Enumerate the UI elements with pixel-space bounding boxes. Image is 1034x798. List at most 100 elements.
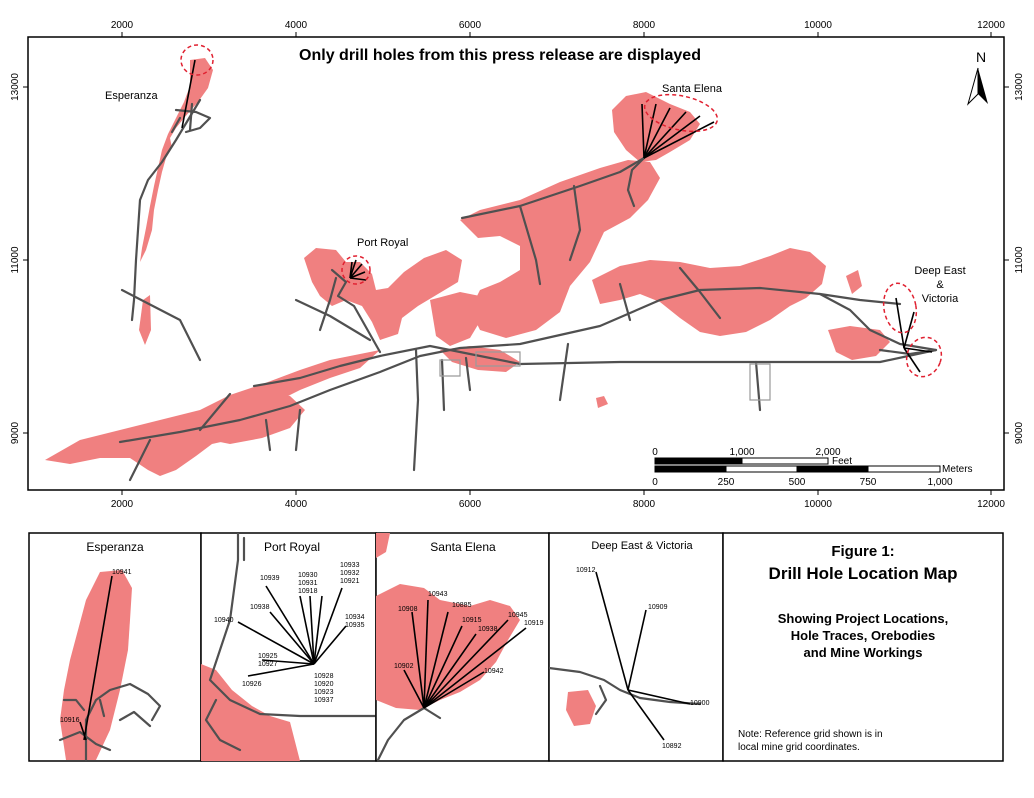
x-tick-bottom-1: 2000	[111, 499, 134, 510]
scale-feet-1000: 1,000	[729, 447, 754, 458]
trace-esperanza	[181, 59, 196, 129]
hole-label: 10925	[258, 653, 278, 660]
x-tick-top-5: 10000	[804, 20, 832, 31]
label-victoria: Victoria	[922, 293, 959, 305]
hole-label: 10892	[662, 743, 682, 750]
figure-subtitle-1: Showing Project Locations,	[778, 611, 948, 626]
label-deep-east: Deep East	[914, 265, 965, 277]
north-label: N	[976, 49, 986, 65]
y-tick-right-1: 13000	[1014, 73, 1025, 101]
hole-label: 10938	[250, 604, 270, 611]
x-tick-bottom-3: 6000	[459, 499, 482, 510]
hole-label: 10937	[314, 697, 334, 704]
y-tick-right-2: 11000	[1014, 246, 1025, 274]
hole-label: 10934	[345, 614, 365, 621]
figure-note-1: Note: Reference grid shown is in	[738, 729, 883, 740]
figure-subtitle-2: Hole Traces, Orebodies	[791, 628, 936, 643]
panel-esperanza: Esperanza 10941 10916	[28, 532, 202, 762]
orebody-santa-elena	[612, 92, 700, 162]
y-tick-left-2: 11000	[10, 246, 21, 274]
workings-esperanza-cluster	[170, 102, 212, 134]
panel-port-royal: Port Royal 10939 10930 10931 10918 10933…	[200, 532, 377, 762]
highlight-outlines	[180, 44, 943, 378]
y-tick-right-3: 9000	[1014, 421, 1025, 444]
orebody-central	[460, 160, 660, 338]
main-map-traces	[181, 59, 933, 373]
x-tick-top-2: 4000	[285, 20, 308, 31]
x-tick-top-4: 8000	[633, 20, 656, 31]
hole-label: 10918	[298, 588, 318, 595]
scale-m-1000: 1,000	[927, 477, 952, 488]
highlight-esperanza	[180, 44, 214, 76]
hole-label: 10928	[314, 673, 334, 680]
orebody-port-royal	[304, 248, 462, 340]
figure-subtitle-3: and Mine Workings	[804, 645, 923, 660]
panel-esperanza-title: Esperanza	[86, 540, 144, 554]
hole-label: 10943	[428, 591, 448, 598]
highlight-santa-elena	[643, 93, 719, 133]
workings-main-decline	[118, 286, 902, 444]
label-santa-elena: Santa Elena	[662, 83, 723, 95]
figure-title: Drill Hole Location Map	[769, 564, 958, 583]
hole-label: 10941	[112, 569, 132, 576]
hole-label: 10932	[340, 570, 360, 577]
highlight-deep-east	[882, 282, 918, 334]
y-tick-left-3: 9000	[10, 421, 21, 444]
panel-santa-elena: Santa Elena 10943 10908 10885 10915 1094…	[375, 532, 550, 762]
hole-label: 10938	[478, 626, 498, 633]
label-ampersand: &	[936, 279, 944, 291]
scale-m-500: 500	[789, 477, 806, 488]
traces-deep-east	[895, 297, 933, 373]
x-tick-bottom-5: 10000	[804, 499, 832, 510]
y-tick-left-1: 13000	[10, 73, 21, 101]
orebody-east-3	[846, 270, 862, 294]
workings-main-level	[252, 344, 938, 388]
workings-northern-drift	[460, 156, 646, 220]
x-tick-bottom-2: 4000	[285, 499, 308, 510]
hole-label: 10885	[452, 602, 472, 609]
scale-m-250: 250	[718, 477, 735, 488]
orebody-east	[592, 248, 826, 336]
hole-label: 10909	[648, 604, 668, 611]
panel-port-royal-title: Port Royal	[264, 540, 320, 554]
x-tick-top-6: 12000	[977, 20, 1005, 31]
panel-deep-east: Deep East & Victoria 10912 10909 10900 1…	[548, 532, 724, 762]
scale-bar: 0 1,000 2,000 Feet Meters 0 250 500 750 …	[652, 447, 972, 488]
scale-feet-2000: 2,000	[815, 447, 840, 458]
mine-workings	[118, 98, 938, 482]
x-tick-marks	[23, 32, 1009, 495]
hole-label: 10921	[340, 578, 360, 585]
scale-m-0: 0	[652, 477, 658, 488]
hole-label: 10919	[524, 620, 544, 627]
orebody-esperanza-south	[139, 295, 151, 345]
hole-label: 10935	[345, 622, 365, 629]
panel-figure-info: Figure 1: Drill Hole Location Map Showin…	[722, 532, 1004, 762]
orebody-central-2	[430, 292, 482, 346]
figure-note-2: local mine grid coordinates.	[738, 742, 860, 753]
highlight-victoria	[905, 336, 943, 378]
hole-label: 10945	[508, 612, 528, 619]
scale-m-750: 750	[860, 477, 877, 488]
hole-label: 10940	[214, 617, 234, 624]
hole-label: 10927	[258, 661, 278, 668]
workings-port-royal	[294, 268, 382, 354]
x-tick-bottom-4: 8000	[633, 499, 656, 510]
hole-label: 10912	[576, 567, 596, 574]
hole-label: 10908	[398, 606, 418, 613]
orebody-esperanza	[140, 58, 213, 262]
workings-santa-elena-access	[626, 156, 646, 208]
hole-label: 10939	[260, 575, 280, 582]
hole-label: 10930	[298, 572, 318, 579]
scale-feet-0: 0	[652, 447, 658, 458]
x-tick-bottom-6: 12000	[977, 499, 1005, 510]
workings-northeast	[518, 184, 722, 322]
main-map-title: Only drill holes from this press release…	[299, 47, 701, 64]
hole-label: 10900	[690, 700, 710, 707]
hole-label: 10926	[242, 681, 262, 688]
workings-stopes	[439, 351, 771, 401]
workings-west-branch	[120, 288, 302, 482]
workings-south-drifts	[412, 342, 762, 472]
highlight-port-royal	[341, 255, 371, 285]
traces-port-royal	[349, 259, 367, 281]
